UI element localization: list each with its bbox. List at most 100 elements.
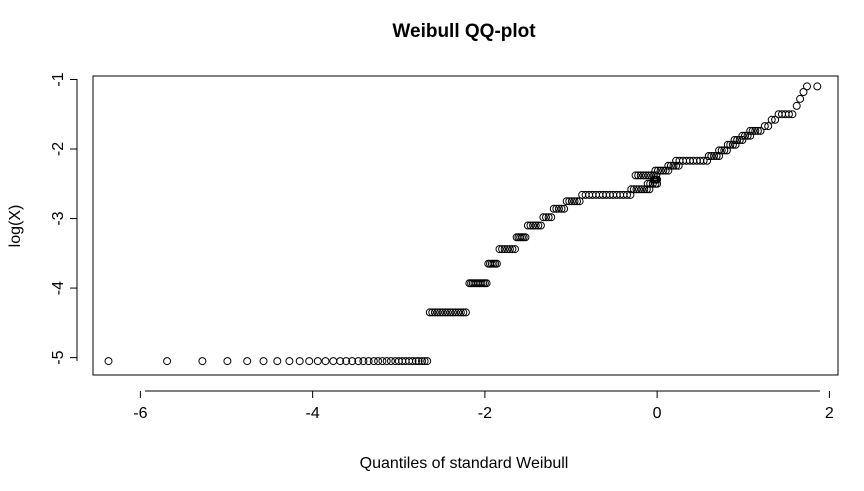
- data-point: [651, 166, 660, 175]
- chart-title: Weibull QQ-plot: [392, 21, 536, 42]
- data-point: [674, 161, 683, 170]
- data-point: [735, 136, 744, 144]
- data-point: [329, 357, 338, 366]
- x-tick-label: -4: [306, 405, 320, 422]
- data-point: [704, 152, 713, 160]
- data-point: [529, 221, 538, 230]
- data-points: [104, 82, 822, 366]
- data-point: [359, 357, 368, 366]
- data-point: [560, 204, 569, 213]
- data-point: [420, 357, 429, 366]
- data-point: [443, 308, 452, 317]
- data-point: [531, 221, 540, 230]
- data-point: [659, 166, 668, 175]
- data-point: [369, 357, 378, 366]
- data-point: [536, 221, 545, 230]
- data-point: [760, 122, 769, 131]
- data-point: [731, 140, 740, 149]
- data-point: [635, 185, 643, 194]
- data-point: [374, 357, 383, 366]
- y-tick-label: -5: [50, 350, 67, 364]
- data-point: [565, 197, 574, 206]
- data-point: [746, 126, 755, 135]
- data-point: [636, 171, 645, 180]
- data-point: [387, 357, 395, 366]
- y-tick-label: -4: [50, 281, 67, 295]
- data-point: [423, 357, 432, 366]
- data-point: [632, 185, 641, 194]
- data-point: [799, 88, 808, 96]
- data-point: [707, 152, 716, 160]
- data-point: [699, 156, 708, 165]
- data-point: [654, 166, 662, 175]
- data-point: [788, 110, 797, 119]
- data-point: [557, 204, 566, 213]
- data-point: [666, 161, 675, 170]
- data-point: [756, 126, 765, 135]
- data-point: [521, 233, 530, 242]
- data-point: [554, 204, 563, 213]
- data-point: [743, 131, 752, 140]
- data-point: [428, 308, 437, 317]
- data-point: [753, 126, 762, 135]
- data-point: [498, 245, 507, 254]
- data-point: [321, 357, 330, 366]
- data-point: [767, 115, 776, 124]
- data-point: [728, 140, 737, 149]
- data-point: [449, 308, 457, 317]
- data-point: [461, 308, 470, 317]
- data-point: [715, 146, 724, 155]
- data-point: [626, 190, 635, 199]
- data-point: [544, 213, 553, 222]
- data-point: [412, 357, 420, 366]
- data-point: [730, 136, 739, 144]
- data-point: [631, 171, 640, 180]
- x-axis-title: Quantiles of standard Weibull: [360, 455, 569, 472]
- data-point: [505, 245, 514, 254]
- data-point: [710, 152, 718, 160]
- data-point: [549, 204, 558, 213]
- data-point: [664, 166, 673, 175]
- y-tick-label: -1: [50, 72, 67, 86]
- data-point: [639, 171, 648, 180]
- data-point: [726, 140, 735, 149]
- data-point: [425, 308, 434, 317]
- data-point: [552, 204, 561, 213]
- data-point: [243, 357, 252, 366]
- data-point: [664, 161, 673, 170]
- x-tick-label: 0: [653, 405, 662, 422]
- data-point: [547, 213, 556, 222]
- data-point: [627, 185, 636, 194]
- data-point: [803, 82, 811, 91]
- data-point: [500, 245, 509, 254]
- data-point: [703, 156, 712, 165]
- data-point: [764, 122, 773, 131]
- data-point: [652, 171, 661, 180]
- data-point: [433, 308, 442, 317]
- data-point: [717, 146, 726, 155]
- data-point: [482, 279, 491, 288]
- data-point: [495, 245, 504, 254]
- data-point: [641, 171, 650, 180]
- data-point: [364, 357, 373, 366]
- data-point: [305, 357, 314, 366]
- data-point: [313, 357, 322, 366]
- data-point: [733, 136, 742, 144]
- data-point: [198, 357, 207, 366]
- data-point: [451, 308, 460, 317]
- data-point: [649, 175, 658, 184]
- data-point: [751, 126, 760, 135]
- data-point: [534, 221, 543, 230]
- data-point: [573, 197, 581, 206]
- data-point: [644, 171, 653, 180]
- data-point: [523, 221, 532, 230]
- data-point: [570, 197, 579, 206]
- data-point: [656, 166, 665, 175]
- data-point: [511, 245, 519, 254]
- data-point: [436, 308, 445, 317]
- x-tick-label: 2: [825, 405, 834, 422]
- data-point: [634, 171, 643, 180]
- data-point: [562, 197, 571, 206]
- data-point: [796, 94, 805, 103]
